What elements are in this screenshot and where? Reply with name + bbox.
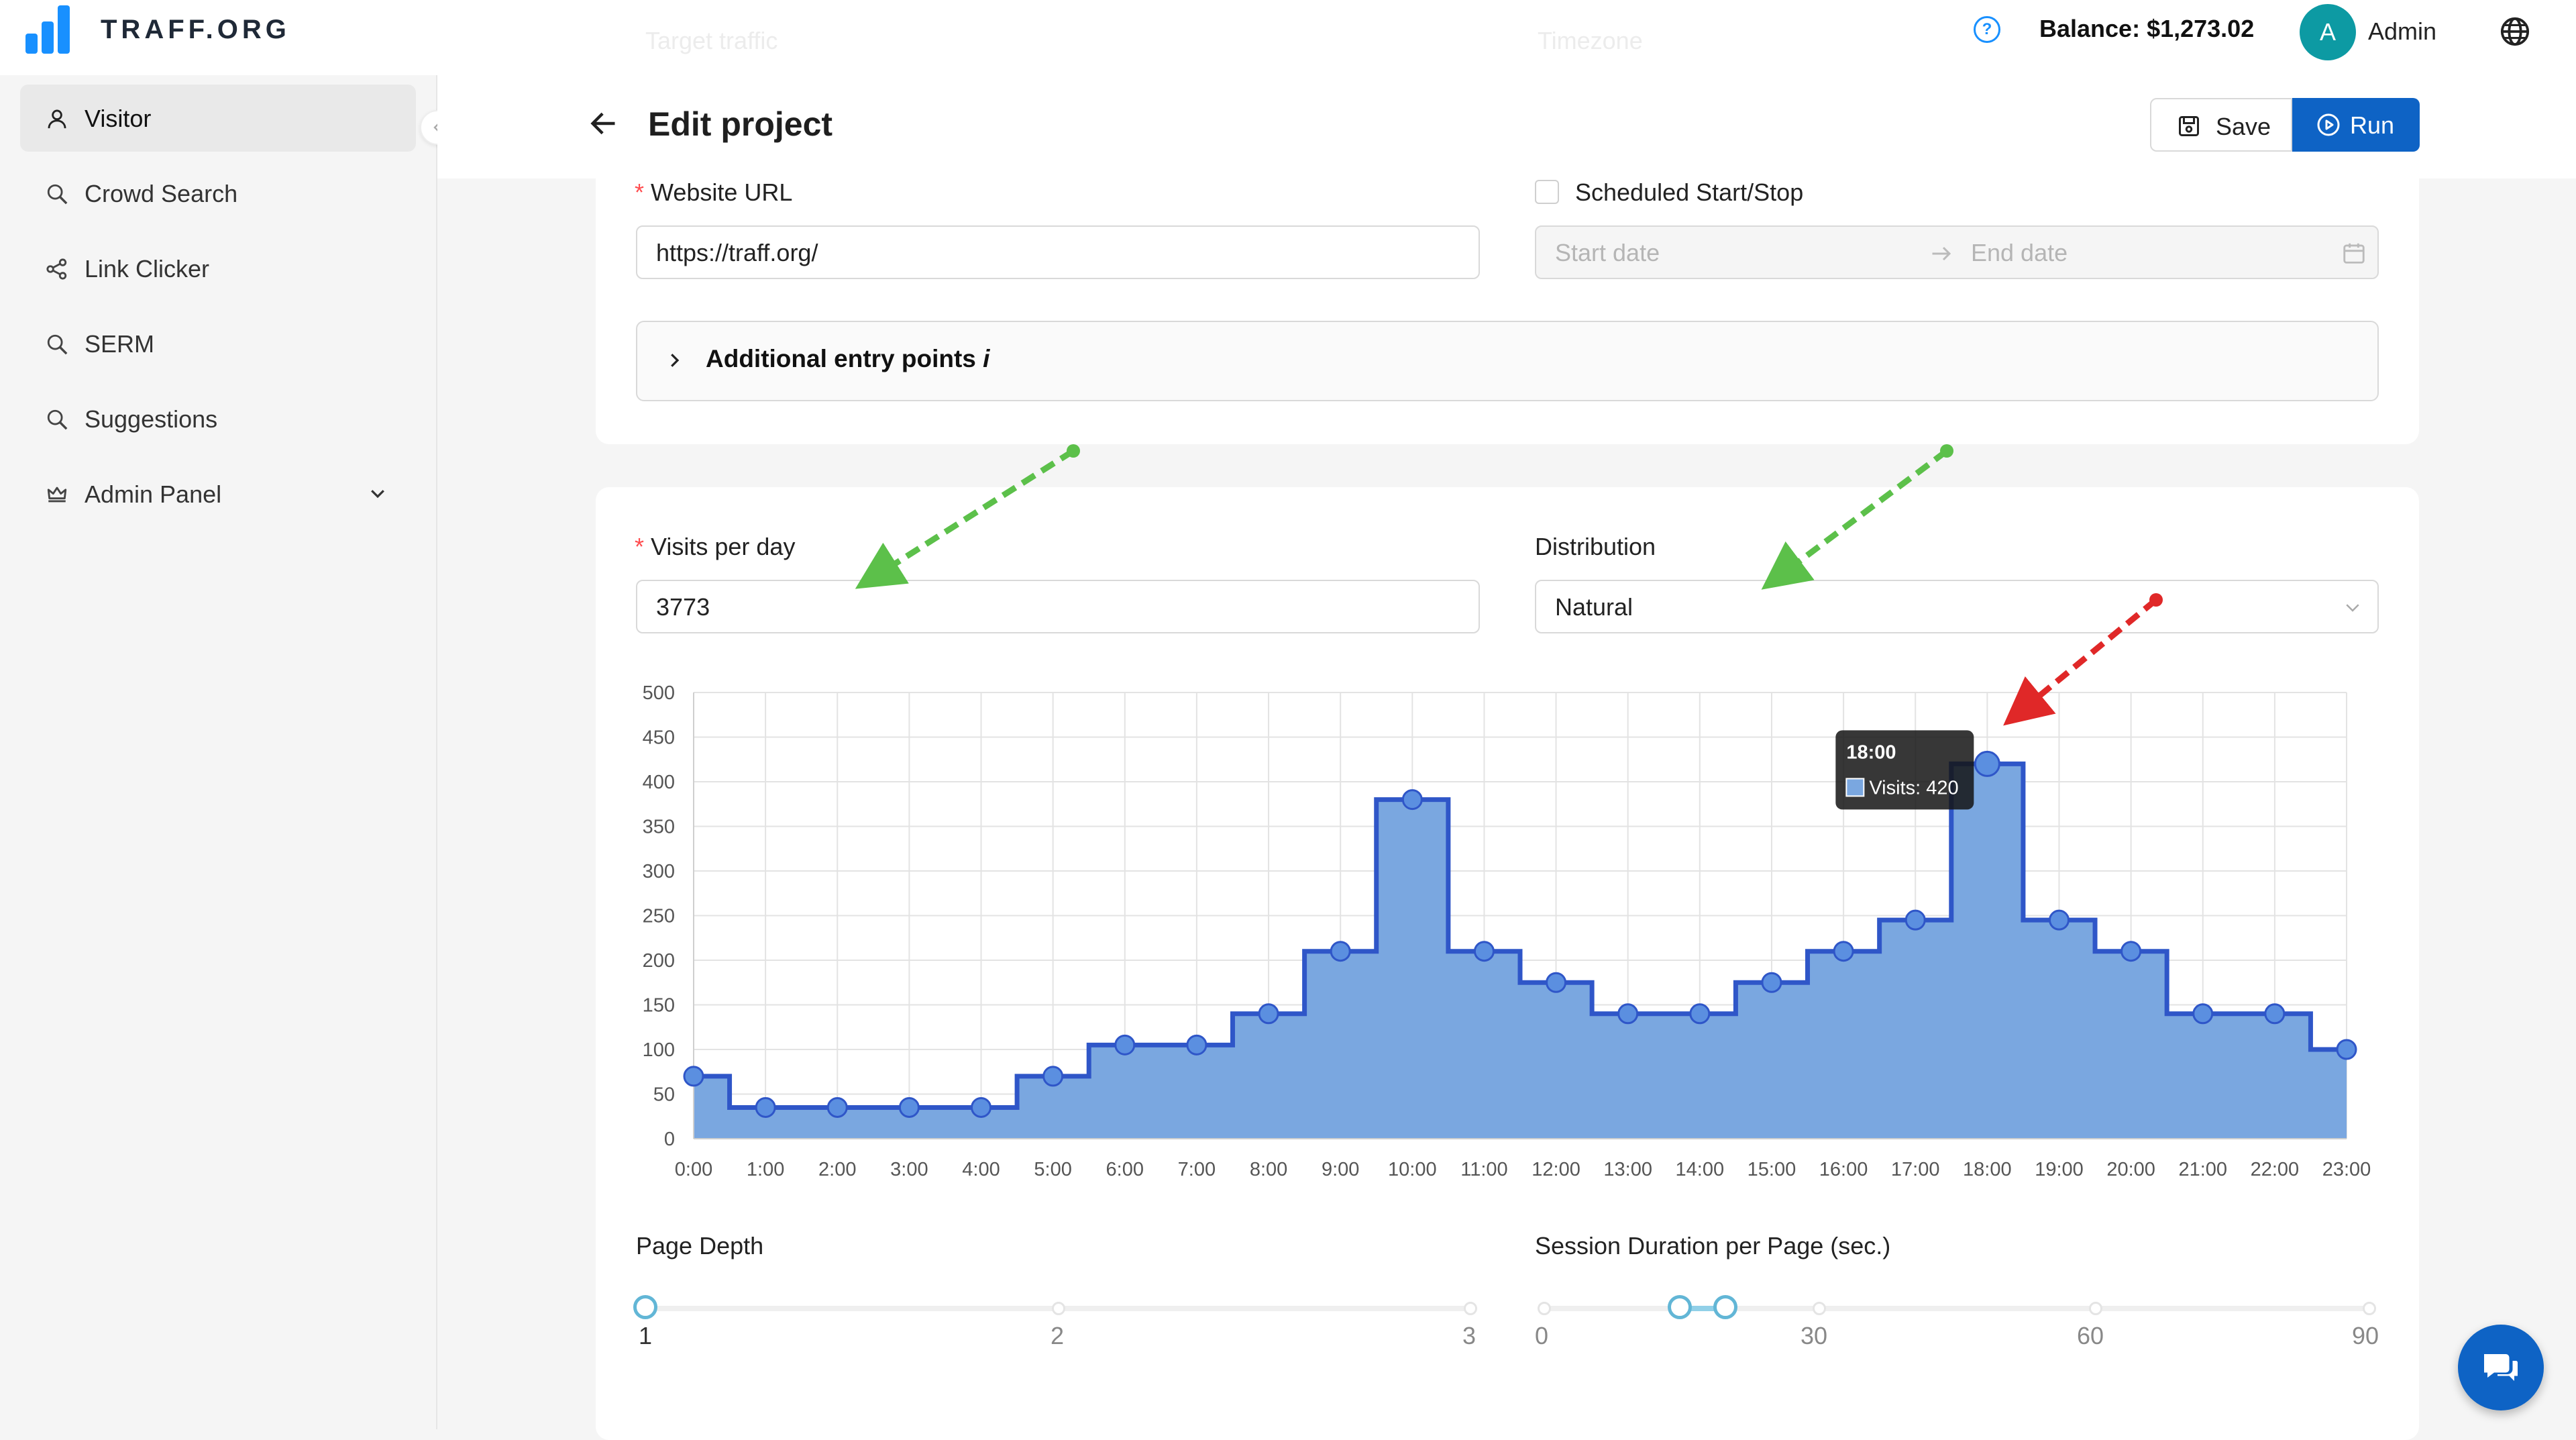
play-circle-icon <box>2317 113 2340 136</box>
save-icon <box>2179 116 2199 136</box>
page-depth-dot-2 <box>1052 1302 1065 1315</box>
ghost-tab-right: Timezone <box>1538 27 1643 54</box>
end-date-placeholder: End date <box>1971 239 2068 266</box>
page-depth-label: Page Depth <box>636 1232 764 1259</box>
url-card: * Website URL https://traff.org/ Schedule… <box>596 178 2419 444</box>
distribution-label: Distribution <box>1535 533 1656 560</box>
session-duration-range-fill <box>1681 1306 1727 1311</box>
session-dot-90 <box>2363 1302 2376 1315</box>
visits-per-day-label: * Visits per day <box>635 533 796 560</box>
sidebar-item-label: Crowd Search <box>85 180 238 207</box>
session-mark: 0 <box>1535 1322 1549 1349</box>
website-url-input[interactable]: https://traff.org/ <box>636 225 1480 279</box>
save-button[interactable]: Save <box>2150 98 2292 152</box>
session-min-handle[interactable] <box>1668 1295 1692 1319</box>
page-depth-handle[interactable] <box>633 1295 657 1319</box>
sidebar: Visitor Crowd Search Link Clicker SERM S… <box>0 75 437 1429</box>
avatar[interactable]: A <box>2300 4 2356 60</box>
scheduled-checkbox[interactable] <box>1535 180 1559 204</box>
page-depth-mark: 2 <box>1051 1322 1065 1349</box>
session-dot-30 <box>1813 1302 1826 1315</box>
sidebar-item-label: Link Clicker <box>85 255 210 282</box>
sidebar-item-admin-panel[interactable]: Admin Panel <box>20 460 416 527</box>
chevron-down-icon[interactable] <box>368 483 388 503</box>
globe-icon[interactable] <box>2500 16 2530 47</box>
date-range-picker[interactable]: Start date End date <box>1535 225 2379 279</box>
sidebar-item-label: Admin Panel <box>85 480 222 508</box>
scheduled-label: Scheduled Start/Stop <box>1575 178 1804 206</box>
balance-display: Balance: $1,273.02 <box>2039 15 2255 42</box>
sidebar-item-suggestions[interactable]: Suggestions <box>20 385 416 452</box>
page-header: Edit project Save Run <box>437 75 2576 178</box>
help-icon[interactable]: ? <box>1974 16 2000 43</box>
green-arrow-distribution <box>1761 444 1953 590</box>
sidebar-item-serm[interactable]: SERM <box>20 310 416 377</box>
page-depth-dot-3 <box>1464 1302 1477 1315</box>
chat-icon <box>2484 1354 2518 1381</box>
sidebar-item-label: Visitor <box>85 105 152 132</box>
green-arrow-visits <box>855 444 1080 589</box>
visits-per-day-input[interactable]: 3773 <box>636 580 1480 633</box>
session-duration-track[interactable] <box>1543 1306 2368 1311</box>
distribution-value: Natural <box>1555 593 1633 621</box>
sidebar-item-crowd-search[interactable]: Crowd Search <box>20 160 416 227</box>
session-mark: 90 <box>2352 1322 2379 1349</box>
search-icon <box>47 409 68 430</box>
arrow-right-icon <box>1932 246 1951 261</box>
calendar-icon <box>2343 243 2365 264</box>
page-title: Edit project <box>648 105 833 143</box>
sidebar-item-visitor[interactable]: Visitor <box>20 85 416 152</box>
user-icon <box>48 109 66 129</box>
page-depth-mark: 3 <box>1462 1322 1477 1349</box>
run-button[interactable]: Run <box>2292 98 2420 152</box>
sidebar-item-link-clicker[interactable]: Link Clicker <box>20 235 416 302</box>
user-name[interactable]: Admin <box>2368 17 2437 45</box>
distribution-select[interactable]: Natural <box>1535 580 2379 633</box>
chevron-down-icon <box>2346 604 2359 612</box>
share-icon <box>46 258 67 280</box>
red-arrow-peak <box>2003 593 2163 726</box>
save-label: Save <box>2216 113 2271 140</box>
session-max-handle[interactable] <box>1713 1295 1737 1319</box>
session-duration-label: Session Duration per Page (sec.) <box>1535 1232 1891 1259</box>
search-icon <box>47 334 68 355</box>
website-url-label: * Website URL <box>635 178 793 206</box>
visits-per-day-value: 3773 <box>656 593 710 621</box>
run-label: Run <box>2350 111 2395 139</box>
brand-name[interactable]: TRAFF.ORG <box>101 15 290 44</box>
sidebar-item-label: SERM <box>85 330 155 358</box>
additional-entry-points-title: Additional entry points i <box>706 345 990 372</box>
top-bar: TRAFF.ORG Target traffic Timezone ? Bala… <box>0 0 2576 76</box>
start-date-placeholder: Start date <box>1555 239 1660 266</box>
session-mark: 30 <box>1801 1322 1828 1349</box>
page-depth-mark: 1 <box>639 1322 653 1349</box>
chevron-right-icon <box>671 354 680 367</box>
crown-icon <box>47 486 67 503</box>
back-arrow-icon[interactable] <box>589 109 619 138</box>
chat-button[interactable] <box>2458 1325 2544 1410</box>
ghost-tab-left: Target traffic <box>645 27 778 54</box>
search-icon <box>47 184 68 205</box>
session-mark: 60 <box>2077 1322 2104 1349</box>
session-dot-60 <box>2089 1302 2102 1315</box>
additional-entry-points-panel[interactable]: Additional entry points i <box>636 321 2379 401</box>
sidebar-item-label: Suggestions <box>85 405 218 433</box>
website-url-value: https://traff.org/ <box>656 239 818 266</box>
logo-icon[interactable] <box>25 5 75 54</box>
session-dot-0 <box>1538 1302 1551 1315</box>
